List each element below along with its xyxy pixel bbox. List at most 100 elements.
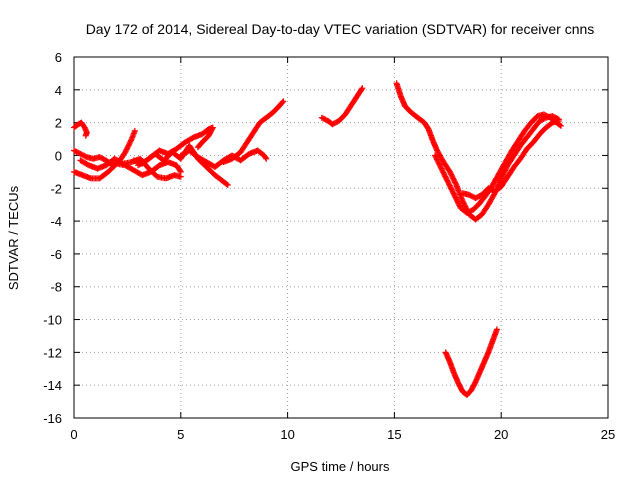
x-tick-label: 5 — [177, 427, 184, 442]
y-tick-label: -8 — [50, 280, 62, 295]
data-point — [439, 168, 446, 175]
y-tick-label: 0 — [55, 148, 62, 163]
data-point — [556, 122, 563, 129]
data-point — [437, 164, 444, 171]
data-point — [450, 190, 457, 197]
data-point — [449, 174, 456, 181]
data-point — [444, 178, 451, 185]
data-point — [448, 186, 455, 193]
x-tick-label: 0 — [70, 427, 77, 442]
series-track-h — [220, 98, 287, 166]
data-point — [126, 141, 133, 148]
data-point — [443, 176, 450, 183]
data-point — [452, 180, 459, 187]
data-point — [444, 177, 451, 184]
data-point — [461, 201, 468, 208]
data-point — [447, 183, 454, 190]
data-point — [453, 197, 460, 204]
data-point — [262, 154, 269, 161]
data-point — [555, 117, 562, 124]
data-point — [127, 138, 134, 145]
y-tick-label: -14 — [43, 378, 62, 393]
data-point — [123, 146, 130, 153]
data-point — [452, 179, 459, 186]
data-point — [442, 174, 449, 181]
data-point — [177, 167, 184, 174]
series-track-a — [71, 119, 90, 139]
data-point — [438, 165, 445, 172]
series-track-m — [442, 326, 500, 399]
y-axis-ticks: -16 -14 -12 -10 -8 -6 -4 -2 0 2 4 6 — [43, 50, 608, 426]
data-point — [280, 98, 287, 105]
data-point — [224, 181, 231, 188]
data-point — [122, 149, 129, 156]
data-point — [448, 172, 455, 179]
y-tick-label: 4 — [55, 83, 62, 98]
data-point — [358, 86, 365, 93]
data-point — [122, 147, 129, 154]
data-point — [446, 182, 453, 189]
y-tick-label: -12 — [43, 345, 62, 360]
x-tick-label: 20 — [494, 427, 508, 442]
data-point — [460, 199, 467, 206]
data-point — [431, 152, 438, 159]
data-point — [128, 137, 135, 144]
data-point — [433, 155, 440, 162]
data-point — [195, 143, 202, 150]
data-point — [451, 193, 458, 200]
data-point — [124, 143, 131, 150]
grid — [74, 57, 608, 418]
x-axis-ticks: 0 5 10 15 20 25 — [70, 57, 615, 442]
data-points — [71, 80, 565, 399]
y-tick-label: 6 — [55, 50, 62, 65]
data-point — [440, 169, 447, 176]
data-point — [445, 180, 452, 187]
data-point — [450, 176, 457, 183]
y-tick-label: -6 — [50, 247, 62, 262]
data-point — [461, 202, 468, 209]
data-point — [454, 198, 461, 205]
data-point — [450, 175, 457, 182]
data-point — [455, 199, 462, 206]
series-track-i — [318, 85, 366, 128]
data-point — [442, 173, 449, 180]
data-point — [448, 171, 455, 178]
data-point — [433, 156, 440, 163]
plot-frame — [73, 56, 609, 419]
data-point — [441, 172, 448, 179]
chart-title: Day 172 of 2014, Sidereal Day-to-day VTE… — [86, 21, 595, 37]
data-point — [194, 144, 201, 151]
data-point — [125, 142, 132, 149]
data-point — [435, 159, 442, 166]
data-point — [449, 187, 456, 194]
data-point — [177, 173, 184, 180]
x-tick-label: 10 — [280, 427, 294, 442]
y-tick-label: -2 — [50, 181, 62, 196]
data-point — [455, 201, 462, 208]
data-point — [558, 122, 565, 129]
data-point — [437, 162, 444, 169]
data-point — [131, 127, 138, 134]
x-tick-label: 15 — [387, 427, 401, 442]
data-point — [493, 326, 500, 333]
data-point — [434, 157, 441, 164]
data-point — [452, 194, 459, 201]
data-point — [432, 153, 439, 160]
series-track-l — [459, 117, 562, 202]
data-point — [440, 170, 447, 177]
data-point — [436, 161, 443, 168]
data-point — [448, 185, 455, 192]
y-tick-label: -4 — [50, 214, 62, 229]
data-point — [459, 198, 466, 205]
series-track-c — [71, 159, 184, 182]
data-point — [451, 178, 458, 185]
data-point — [439, 166, 446, 173]
data-point — [447, 170, 454, 177]
y-tick-label: 2 — [55, 116, 62, 131]
data-point — [451, 191, 458, 198]
series-track-k — [431, 111, 565, 216]
data-point — [446, 168, 453, 175]
data-point — [435, 160, 442, 167]
series-track-d — [77, 155, 184, 182]
data-point — [263, 155, 270, 162]
